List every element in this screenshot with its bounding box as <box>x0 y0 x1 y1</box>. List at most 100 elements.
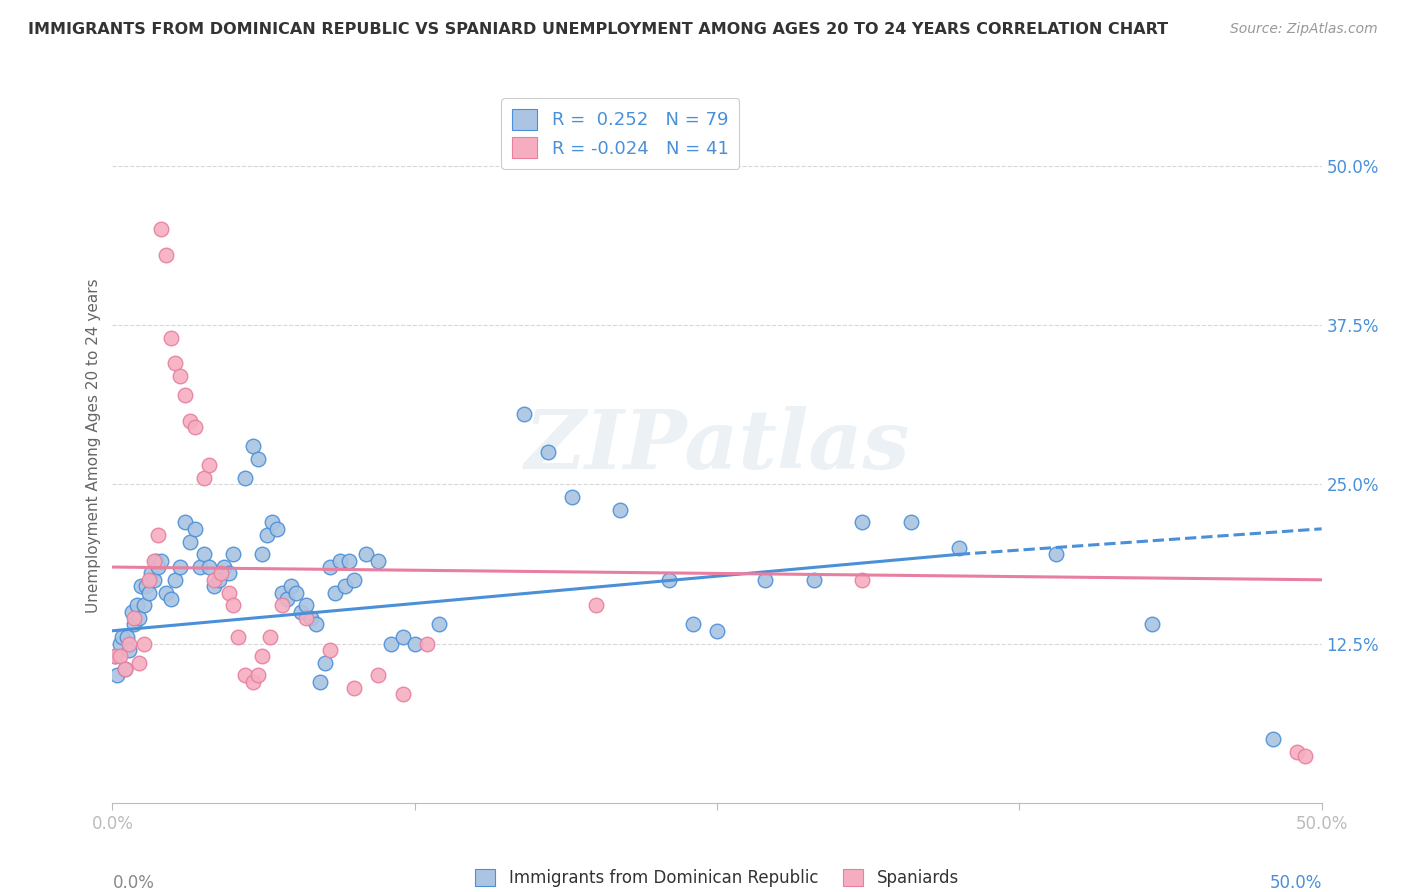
Point <box>138 573 160 587</box>
Point <box>561 490 583 504</box>
Text: 50.0%: 50.0% <box>1270 874 1322 892</box>
Point <box>356 547 378 561</box>
Point <box>222 599 245 613</box>
Point <box>1045 547 1067 561</box>
Point <box>202 573 225 587</box>
Point <box>159 591 181 606</box>
Text: IMMIGRANTS FROM DOMINICAN REPUBLIC VS SPANIARD UNEMPLOYMENT AMONG AGES 20 TO 24 : IMMIGRANTS FROM DOMINICAN REPUBLIC VS SP… <box>28 22 1168 37</box>
Point <box>209 566 232 581</box>
Point <box>404 636 426 650</box>
Point <box>343 681 366 695</box>
Point <box>149 222 172 236</box>
Point <box>198 458 221 472</box>
Point <box>1286 745 1309 759</box>
Point <box>218 566 240 581</box>
Point <box>132 636 155 650</box>
Point <box>142 554 165 568</box>
Point <box>105 668 128 682</box>
Point <box>174 516 197 530</box>
Point <box>208 573 231 587</box>
Point <box>266 522 288 536</box>
Point <box>122 611 145 625</box>
Point <box>262 516 284 530</box>
Point <box>128 656 150 670</box>
Point <box>226 630 249 644</box>
Point <box>246 451 269 466</box>
Point <box>165 356 187 370</box>
Point <box>585 599 607 613</box>
Point <box>290 605 312 619</box>
Point <box>169 368 191 383</box>
Point <box>295 599 318 613</box>
Point <box>179 534 201 549</box>
Point <box>309 674 332 689</box>
Point <box>391 630 413 644</box>
Point <box>155 248 177 262</box>
Point <box>754 573 776 587</box>
Point <box>285 585 308 599</box>
Point <box>188 560 211 574</box>
Point <box>218 585 240 599</box>
Point <box>339 554 361 568</box>
Point <box>803 573 825 587</box>
Point <box>193 471 215 485</box>
Text: 0.0%: 0.0% <box>112 874 155 892</box>
Point <box>235 471 257 485</box>
Point <box>299 611 322 625</box>
Point <box>125 599 148 613</box>
Point <box>242 439 264 453</box>
Point <box>202 579 225 593</box>
Point <box>111 630 134 644</box>
Point <box>900 516 922 530</box>
Point <box>169 560 191 574</box>
Point <box>851 573 873 587</box>
Point <box>114 662 136 676</box>
Point <box>141 566 163 581</box>
Point <box>706 624 728 638</box>
Point <box>270 585 292 599</box>
Point <box>145 554 167 568</box>
Point <box>159 331 181 345</box>
Point <box>108 649 131 664</box>
Point <box>246 668 269 682</box>
Point <box>658 573 681 587</box>
Point <box>135 579 157 593</box>
Point <box>104 649 127 664</box>
Point <box>1142 617 1164 632</box>
Point <box>108 636 131 650</box>
Point <box>512 407 534 421</box>
Text: Source: ZipAtlas.com: Source: ZipAtlas.com <box>1230 22 1378 37</box>
Point <box>142 573 165 587</box>
Point <box>276 591 298 606</box>
Point <box>851 516 873 530</box>
Point <box>256 528 278 542</box>
Point <box>148 560 170 574</box>
Point <box>115 630 138 644</box>
Point <box>427 617 450 632</box>
Point <box>259 630 281 644</box>
Point <box>174 388 197 402</box>
Point <box>132 599 155 613</box>
Point <box>252 649 274 664</box>
Point <box>343 573 366 587</box>
Point <box>131 579 153 593</box>
Point <box>121 605 143 619</box>
Point <box>304 617 326 632</box>
Point <box>537 445 560 459</box>
Point <box>252 547 274 561</box>
Point <box>682 617 704 632</box>
Point <box>128 611 150 625</box>
Point <box>270 599 292 613</box>
Point <box>179 413 201 427</box>
Point <box>183 522 205 536</box>
Legend: R =  0.252   N = 79, R = -0.024   N = 41: R = 0.252 N = 79, R = -0.024 N = 41 <box>501 98 740 169</box>
Point <box>118 636 141 650</box>
Point <box>329 554 352 568</box>
Point <box>148 528 170 542</box>
Point <box>198 560 221 574</box>
Point <box>367 554 389 568</box>
Point <box>416 636 439 650</box>
Point <box>235 668 257 682</box>
Point <box>323 585 346 599</box>
Text: ZIPatlas: ZIPatlas <box>524 406 910 486</box>
